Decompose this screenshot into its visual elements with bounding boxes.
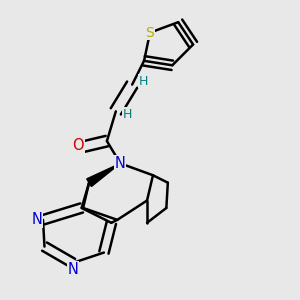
Text: H: H (123, 108, 132, 121)
Text: S: S (146, 26, 154, 40)
Text: O: O (72, 138, 84, 153)
Text: H: H (139, 74, 148, 88)
Text: N: N (115, 156, 126, 171)
Text: N: N (32, 212, 43, 227)
Polygon shape (87, 164, 120, 187)
Text: N: N (67, 262, 78, 277)
